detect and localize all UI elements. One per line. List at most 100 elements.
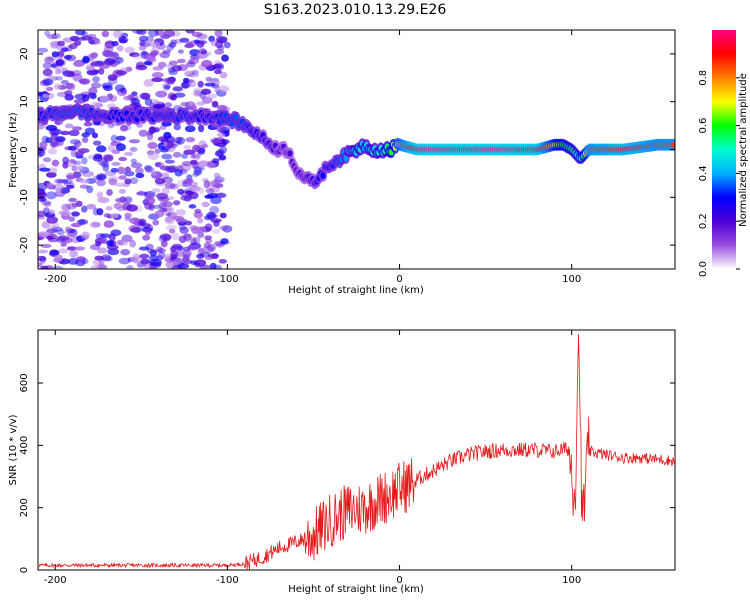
noise-speckle [50,63,58,68]
noise-speckle [183,149,196,155]
noise-speckle [42,68,53,77]
noise-speckle [113,202,122,209]
colorbar-tick-label: 0.6 [698,118,709,134]
noise-speckle [90,61,100,67]
noise-speckle [66,71,76,78]
noise-speckle [194,208,202,214]
noise-speckle [40,243,52,248]
spectrogram-y-tick-label: 0 [19,146,30,152]
spectrogram-y-tick-label: -20 [19,237,30,253]
noise-speckle [81,231,90,239]
noise-speckle [114,197,126,203]
noise-speckle [213,264,222,269]
noise-speckle [189,186,201,192]
noise-speckle [214,192,226,198]
colorbar: 0.0 0.2 0.4 0.6 0.8 Normalized spectral ampl… [698,30,749,277]
noise-speckle [161,176,174,184]
noise-speckle [54,254,63,263]
noise-speckle [96,263,107,269]
noise-speckle [89,53,98,60]
noise-speckle [60,130,71,136]
noise-speckle [126,265,134,269]
noise-speckle [96,173,107,181]
noise-speckle [177,49,184,54]
noise-speckle [88,87,98,95]
noise-speckle [156,246,164,253]
noise-speckle [130,162,143,169]
noise-speckle [44,30,51,37]
noise-speckle [55,58,67,67]
noise-speckle [78,219,86,225]
noise-speckle [212,157,220,164]
noise-speckle [114,84,125,92]
noise-speckle [107,94,118,103]
noise-speckle [135,64,148,71]
noise-speckle [174,169,183,177]
noise-speckle [146,132,154,141]
noise-speckle [189,104,197,111]
noise-speckle [38,210,46,217]
noise-speckle [169,183,179,190]
noise-speckle [92,76,100,83]
noise-speckle [189,191,199,200]
spectrogram-y-label: Frequency (Hz) [8,112,19,188]
noise-speckle [118,36,129,44]
snr-y-label: SNR (10 * v/v) [8,414,19,485]
noise-speckle [110,229,122,237]
noise-speckle [45,191,57,200]
noise-speckle [177,188,185,195]
noise-speckle [51,159,60,167]
noise-speckle [161,121,172,127]
noise-speckle [46,235,54,240]
noise-speckle [216,132,226,138]
noise-speckle [99,95,110,103]
noise-speckle [38,191,48,198]
colorbar-tick-label: 0.8 [698,70,709,86]
noise-speckle [103,213,112,218]
noise-speckle [151,204,164,209]
noise-speckle [102,49,112,57]
snr-y-tick-label: 200 [19,498,30,517]
noise-speckle [124,212,132,219]
noise-speckle [132,30,144,34]
noise-speckle [185,61,196,68]
noise-speckle [142,234,151,241]
noise-speckle [213,172,221,179]
noise-speckle [135,172,145,179]
noise-speckle [163,131,172,139]
noise-speckle [209,205,220,214]
snr-y-ticks: 0 200 400 600 [19,373,675,573]
noise-speckle [96,60,106,66]
noise-speckle [42,93,49,98]
noise-speckle [146,248,158,254]
noise-speckle [56,40,65,47]
noise-speckle [129,217,140,224]
noise-speckle [192,87,203,94]
noise-speckle [42,62,53,69]
noise-speckle [203,180,211,189]
noise-speckle [96,247,108,254]
snr-series-line [38,334,675,570]
noise-speckle [45,171,57,178]
noise-speckle [143,60,152,66]
noise-speckle [38,231,50,238]
noise-speckle [131,91,138,96]
noise-speckle [82,171,95,178]
spectrogram-x-tick-label: 100 [562,274,581,285]
noise-speckle [80,35,93,41]
noise-speckle [151,77,164,83]
ridge-core [671,141,675,148]
noise-speckle [193,169,202,176]
colorbar-ticks: 0.0 0.2 0.4 0.6 0.8 [698,70,740,277]
noise-speckle [219,212,227,219]
noise-speckle [175,209,186,216]
noise-speckle [62,156,70,165]
noise-speckle [152,219,160,226]
noise-speckle [70,149,78,158]
noise-speckle [73,140,82,147]
noise-speckle [98,62,110,70]
noise-speckle [221,54,229,62]
noise-speckle [138,218,147,227]
noise-speckle [154,210,165,218]
noise-speckle [185,235,197,243]
